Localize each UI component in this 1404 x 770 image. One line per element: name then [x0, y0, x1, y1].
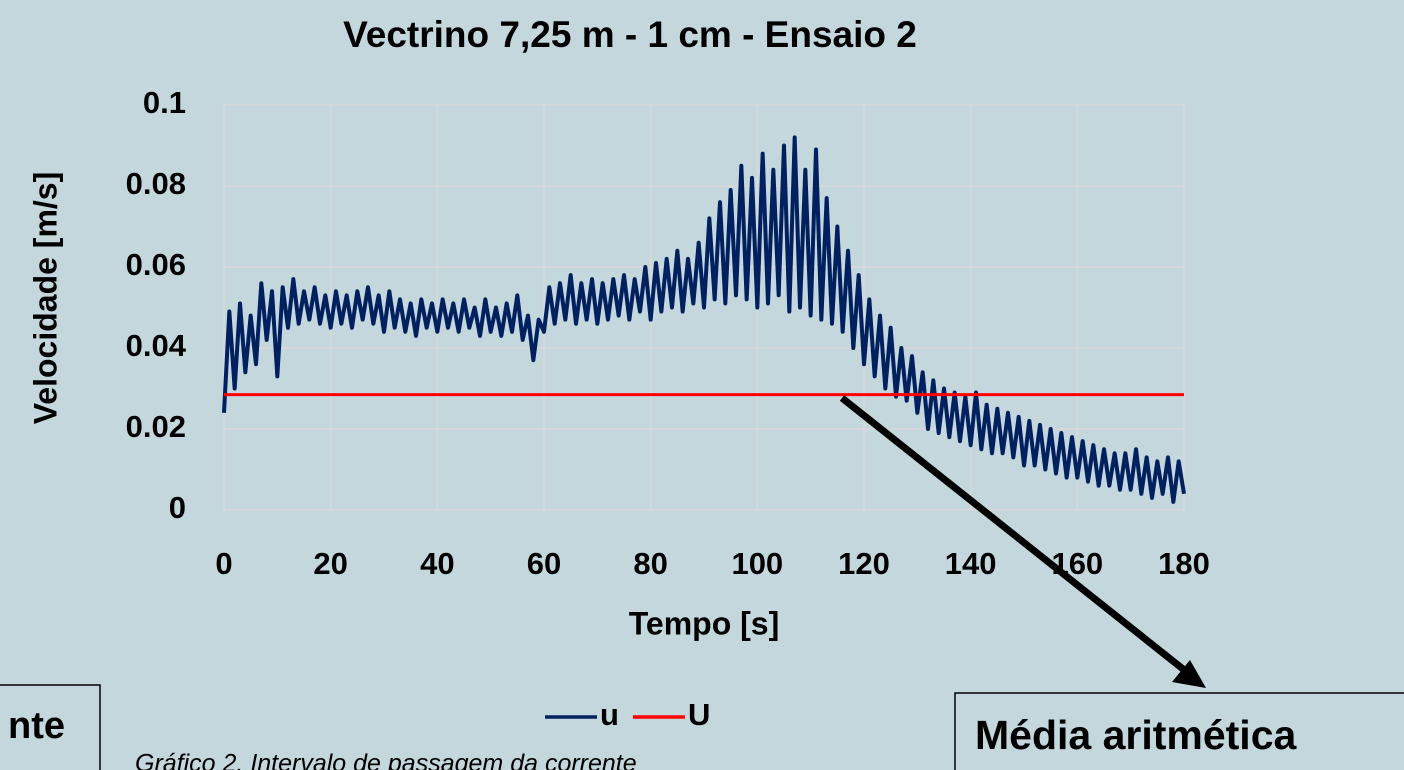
x-tick-label: 0 [215, 546, 232, 581]
x-tick-label: 20 [313, 546, 347, 581]
y-axis-label: Velocidade [m/s] [27, 172, 63, 425]
y-tick-label: 0.1 [143, 85, 186, 120]
x-tick-label: 40 [420, 546, 454, 581]
y-tick-label: 0.02 [126, 409, 186, 444]
arrow-head [1172, 660, 1206, 688]
y-tick-label: 0.08 [126, 166, 186, 201]
x-tick-label: 120 [838, 546, 890, 581]
x-axis-label: Tempo [s] [629, 605, 780, 641]
arrow-shaft [839, 395, 1191, 676]
series-line [222, 135, 1186, 504]
x-tick-label: 60 [527, 546, 561, 581]
annotation: nte [8, 705, 65, 747]
legend-label: u [600, 697, 619, 732]
x-tick-label: 160 [1051, 546, 1103, 581]
y-tick-label: 0 [169, 490, 186, 525]
legend-label: U [688, 697, 710, 732]
annotation: Média aritmética [975, 712, 1297, 758]
chart-title: Vectrino 7,25 m - 1 cm - Ensaio 2 [343, 14, 917, 55]
y-tick-label: 0.04 [126, 328, 187, 363]
x-tick-label: 100 [731, 546, 783, 581]
caption: Gráfico 2. Intervalo de passagem da corr… [135, 750, 637, 770]
annotation-box [954, 692, 1404, 770]
x-tick-label: 80 [633, 546, 667, 581]
y-tick-label: 0.06 [126, 247, 186, 282]
x-tick-label: 140 [945, 546, 997, 581]
x-tick-label: 180 [1158, 546, 1210, 581]
annotation-box [0, 684, 101, 770]
